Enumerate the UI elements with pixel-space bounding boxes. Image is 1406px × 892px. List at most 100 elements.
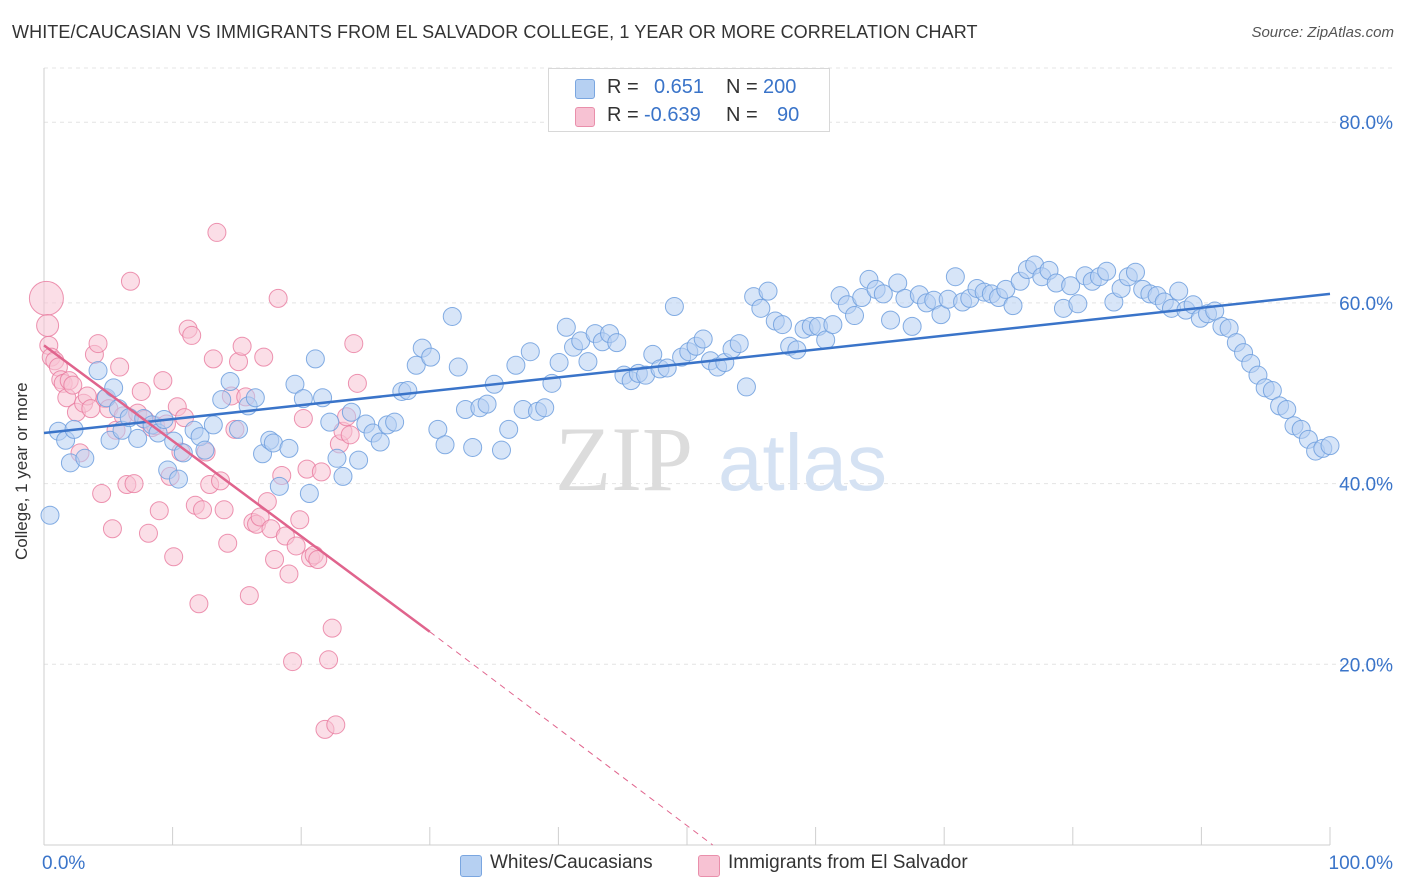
data-point-whites bbox=[333, 466, 353, 486]
legend-n-value: 200 bbox=[763, 76, 797, 98]
data-point-whites bbox=[931, 305, 951, 325]
data-point-whites bbox=[902, 316, 922, 336]
data-point-immigrants bbox=[192, 500, 212, 520]
data-point-immigrants bbox=[308, 549, 328, 569]
data-point-whites bbox=[435, 435, 455, 455]
data-point-whites bbox=[881, 310, 901, 330]
data-point-whites bbox=[398, 381, 418, 401]
data-point-immigrants bbox=[102, 519, 122, 539]
data-point-immigrants bbox=[279, 564, 299, 584]
data-point-immigrants bbox=[28, 280, 64, 316]
legend-r-label: R = bbox=[607, 76, 639, 98]
data-point-whites bbox=[736, 377, 756, 397]
data-point-immigrants bbox=[182, 325, 202, 345]
data-point-whites bbox=[578, 352, 598, 372]
data-point-whites bbox=[556, 317, 576, 337]
trend-line-immigrants-extension bbox=[429, 631, 714, 846]
data-point-immigrants bbox=[211, 471, 231, 491]
data-point-whites bbox=[245, 388, 265, 408]
legend-swatch-pink bbox=[575, 107, 595, 127]
data-point-whites bbox=[1277, 400, 1297, 420]
series-immigrants-el-salvador bbox=[28, 222, 367, 739]
data-point-immigrants bbox=[250, 507, 270, 527]
data-point-whites bbox=[40, 505, 60, 525]
data-point-whites bbox=[491, 440, 511, 460]
data-point-immigrants bbox=[203, 349, 223, 369]
data-point-immigrants bbox=[131, 381, 151, 401]
data-point-immigrants bbox=[124, 474, 144, 494]
bottom-legend-label: Immigrants from El Salvador bbox=[728, 852, 968, 873]
data-point-whites bbox=[477, 394, 497, 414]
data-point-whites bbox=[996, 279, 1016, 299]
data-point-whites bbox=[1097, 261, 1117, 281]
legend-r-label: R = bbox=[607, 104, 639, 126]
data-point-immigrants bbox=[207, 222, 227, 242]
data-point-whites bbox=[888, 273, 908, 293]
data-point-whites bbox=[1320, 436, 1340, 456]
data-point-whites bbox=[1003, 296, 1023, 316]
data-point-whites bbox=[104, 378, 124, 398]
data-point-immigrants bbox=[120, 271, 140, 291]
data-point-immigrants bbox=[110, 357, 130, 377]
data-point-whites bbox=[349, 450, 369, 470]
data-point-immigrants bbox=[311, 462, 331, 482]
trend-lines bbox=[43, 292, 1331, 846]
data-point-immigrants bbox=[283, 652, 303, 672]
axes bbox=[43, 68, 1331, 846]
data-point-immigrants bbox=[286, 536, 306, 556]
data-point-immigrants bbox=[265, 549, 285, 569]
data-point-immigrants bbox=[319, 650, 339, 670]
data-point-immigrants bbox=[326, 715, 346, 735]
data-point-immigrants bbox=[153, 371, 173, 391]
series-whites-caucasians bbox=[40, 255, 1340, 525]
data-point-whites bbox=[128, 428, 148, 448]
data-point-whites bbox=[657, 358, 677, 378]
bottom-legend-label: Whites/Caucasians bbox=[490, 852, 653, 873]
data-point-whites bbox=[758, 281, 778, 301]
data-point-whites bbox=[729, 334, 749, 354]
data-point-whites bbox=[664, 297, 684, 317]
data-point-whites bbox=[945, 267, 965, 287]
data-point-whites bbox=[852, 287, 872, 307]
data-point-immigrants bbox=[218, 533, 238, 553]
bottom-legend-swatch-pink bbox=[698, 855, 720, 877]
data-point-whites bbox=[607, 333, 627, 353]
trend-line-immigrants bbox=[43, 344, 431, 633]
data-point-whites bbox=[305, 349, 325, 369]
data-point-immigrants bbox=[149, 501, 169, 521]
chart-title: WHITE/CAUCASIAN VS IMMIGRANTS FROM EL SA… bbox=[12, 22, 978, 42]
data-point-whites bbox=[88, 361, 108, 381]
data-point-whites bbox=[442, 306, 462, 326]
y-axis-label: College, 1 year or more bbox=[12, 382, 31, 560]
data-point-immigrants bbox=[344, 334, 364, 354]
data-point-whites bbox=[173, 443, 193, 463]
data-point-whites bbox=[220, 372, 240, 392]
x-tick-label: 100.0% bbox=[1329, 853, 1394, 874]
data-point-whites bbox=[1061, 276, 1081, 296]
data-point-immigrants bbox=[232, 336, 252, 356]
data-point-whites bbox=[499, 419, 519, 439]
y-tick-label: 40.0% bbox=[1339, 475, 1393, 496]
x-tick-labels: 0.0% 100.0% bbox=[42, 853, 1393, 874]
bottom-legend-swatch-blue bbox=[460, 855, 482, 877]
legend-n-label: N = bbox=[726, 104, 758, 126]
data-point-whites bbox=[168, 469, 188, 489]
data-point-whites bbox=[203, 415, 223, 435]
data-point-whites bbox=[406, 355, 426, 375]
y-tick-label: 60.0% bbox=[1339, 294, 1393, 315]
data-point-whites bbox=[520, 342, 540, 362]
data-point-whites bbox=[1262, 381, 1282, 401]
legend-row-whites: R = 0.651 N = 200 bbox=[549, 75, 829, 103]
legend-row-immigrants: R = -0.639 N = 90 bbox=[549, 103, 829, 131]
x-tick-label: 0.0% bbox=[42, 853, 85, 874]
data-point-immigrants bbox=[36, 313, 60, 337]
data-point-immigrants bbox=[290, 510, 310, 530]
data-point-whites bbox=[421, 347, 441, 367]
data-point-whites bbox=[1169, 281, 1189, 301]
data-point-whites bbox=[535, 398, 555, 418]
data-point-whites bbox=[293, 389, 313, 409]
data-point-whites bbox=[772, 315, 792, 335]
legend-n-label: N = bbox=[726, 76, 758, 98]
y-tick-labels: 20.0% 40.0% 60.0% 80.0% bbox=[1339, 113, 1393, 676]
data-point-immigrants bbox=[189, 594, 209, 614]
